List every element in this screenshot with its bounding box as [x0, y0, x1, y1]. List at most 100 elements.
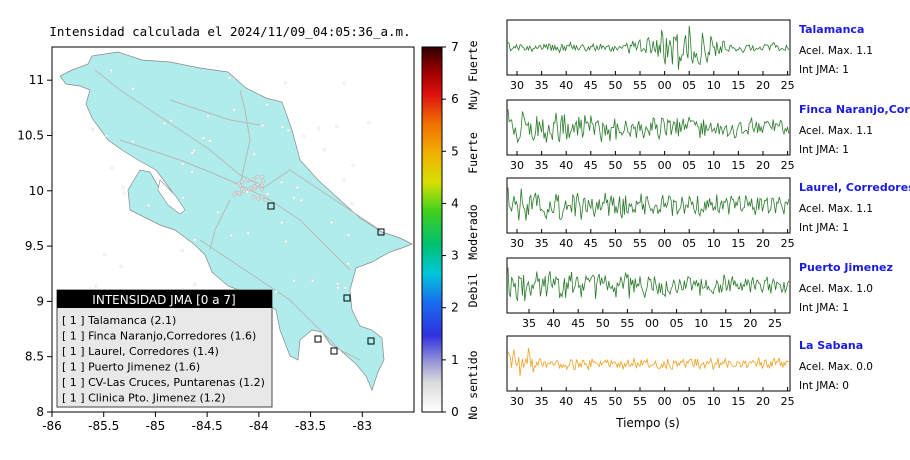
town-dot	[252, 184, 257, 189]
town-dot	[190, 170, 194, 174]
town-dot	[232, 192, 237, 197]
waveform-frame	[506, 99, 791, 156]
town-dot	[286, 128, 290, 132]
road	[319, 329, 361, 361]
town-dot	[163, 121, 167, 126]
map-title: Intensidad calculada el 2024/11/09_04:05…	[49, 24, 410, 39]
town-dot	[260, 187, 265, 192]
waveform-panel: 35 40 45 50 55 00 05 10 15 20 25 Puerto Jimenez Acel…	[506, 257, 893, 330]
waveform-panel: 30 35 40 45 50 55 00 05 10 15 20 25 Laurel, Corredor…	[506, 177, 910, 250]
town-dot	[229, 233, 233, 237]
colorbar-label: Debil	[466, 273, 480, 308]
waveform-tick-label: 20	[743, 317, 757, 330]
waveform-tick-label: 30	[510, 79, 524, 92]
town-dot	[367, 121, 371, 125]
station-markers	[267, 202, 385, 355]
waveform-tick-label: 15	[731, 79, 745, 92]
town-dot	[103, 253, 107, 257]
waveform-tick-label: 35	[535, 395, 549, 408]
town-dot	[263, 197, 268, 202]
waveform-tick-label: 15	[731, 159, 745, 172]
map-axes: -86 -85.5 -85 -84.5 -84 -83.5 -83 11 10.5 10 9.5 9 8…	[17, 73, 372, 433]
waveform-tick-label: 55	[620, 317, 634, 330]
waveform-tick-label: 50	[608, 237, 622, 250]
town-dot	[310, 279, 315, 283]
road	[94, 69, 261, 186]
town-dot	[227, 76, 232, 80]
lon-tick-label: -86	[42, 419, 62, 433]
town-dot	[246, 231, 250, 235]
waveform-panel: 30 35 40 45 50 55 00 05 10 15 20 25 La Sabana Acel. M…	[506, 335, 873, 408]
town-dot	[336, 286, 340, 290]
town-dot	[342, 81, 347, 85]
waveform-tick-label: 00	[658, 237, 672, 250]
station-int: Int JMA: 1	[799, 222, 849, 234]
lon-tick-label: -83.5	[295, 419, 326, 433]
town-dot	[169, 118, 173, 123]
town-dot	[280, 221, 284, 225]
station-acel: Acel. Max. 0.0	[799, 361, 873, 373]
legend-background	[56, 289, 273, 408]
legend-item: [ 1 ] Puerto Jimenez (1.6)	[62, 361, 200, 374]
town-dot	[110, 166, 114, 170]
legend-items: [ 1 ] Talamanca (2.1) [ 1 ] Finca Naranjo…	[62, 314, 265, 405]
waveform-tick-label: 05	[670, 317, 684, 330]
waveform-tick-label: 15	[719, 317, 733, 330]
waveform-tick-label: 10	[707, 395, 721, 408]
legend-title: INTENSIDAD JMA [0 a 7]	[92, 293, 235, 307]
road	[199, 239, 331, 341]
waveform-tick-label: 45	[571, 317, 585, 330]
colorbar-tick-label: 2	[451, 301, 459, 315]
colorbar-gradient	[421, 46, 443, 413]
waveform-tick-label: 40	[559, 237, 573, 250]
legend-item: [ 1 ] Finca Naranjo,Corredores (1.6)	[62, 330, 256, 343]
town-dot	[91, 128, 95, 132]
waveform-tick-label: 20	[756, 159, 770, 172]
waveform-tick-label: 25	[768, 317, 782, 330]
legend-item: [ 1 ] Clinica Pto. Jimenez (1.2)	[62, 392, 226, 405]
colorbar-tick-label: 7	[451, 40, 459, 54]
waveform-tick-label: 45	[584, 159, 598, 172]
waveform-tick-label: 30	[510, 237, 524, 250]
town-dot	[251, 177, 256, 182]
legend-item: [ 1 ] Laurel, Corredores (1.4)	[62, 345, 219, 358]
colorbar-label: Moderado	[466, 204, 480, 259]
waveform-tick-label: 40	[559, 395, 573, 408]
waveform-tick-label: 45	[584, 237, 598, 250]
waveform-tick-label: 50	[608, 159, 622, 172]
town-dot	[292, 196, 296, 200]
town-dot	[292, 279, 296, 283]
station-marker	[267, 202, 275, 210]
station-name: Puerto Jimenez	[799, 261, 893, 274]
lat-tick-label: 8.5	[25, 350, 44, 364]
town-dot	[260, 194, 264, 199]
town-dot	[335, 124, 339, 128]
waveform-tick-label: 35	[535, 159, 549, 172]
colorbar-tick-label: 6	[451, 92, 459, 106]
waveform-tick-label: 10	[694, 317, 708, 330]
waveform-tick-label: 55	[633, 395, 647, 408]
station-marker	[367, 337, 375, 345]
colorbar-label: No sentido	[466, 350, 480, 419]
town-dot	[260, 183, 264, 188]
town-dot	[131, 87, 135, 91]
map-panel: Intensidad calculada el 2024/11/09_04:05…	[17, 24, 415, 433]
waveform-tick-label: 35	[535, 237, 549, 250]
waveform-tick-label: 25	[781, 79, 795, 92]
town-dot	[104, 134, 108, 138]
waveform-tick-label: 15	[731, 237, 745, 250]
town-dot	[256, 196, 261, 201]
town-dot	[330, 220, 334, 224]
town-dot	[261, 178, 266, 183]
waveform-tick-label: 00	[645, 317, 659, 330]
waveform-tick-label: 50	[608, 395, 622, 408]
town-dot	[121, 185, 125, 189]
town-dot	[261, 123, 265, 128]
town-dot	[202, 136, 206, 140]
station-acel: Acel. Max. 1.1	[799, 203, 873, 215]
waveform-tick-label: 15	[731, 395, 745, 408]
lon-tick-label: -84.5	[192, 419, 223, 433]
waveform-tick-label: 20	[756, 395, 770, 408]
waveform-tick-label: 05	[682, 395, 696, 408]
